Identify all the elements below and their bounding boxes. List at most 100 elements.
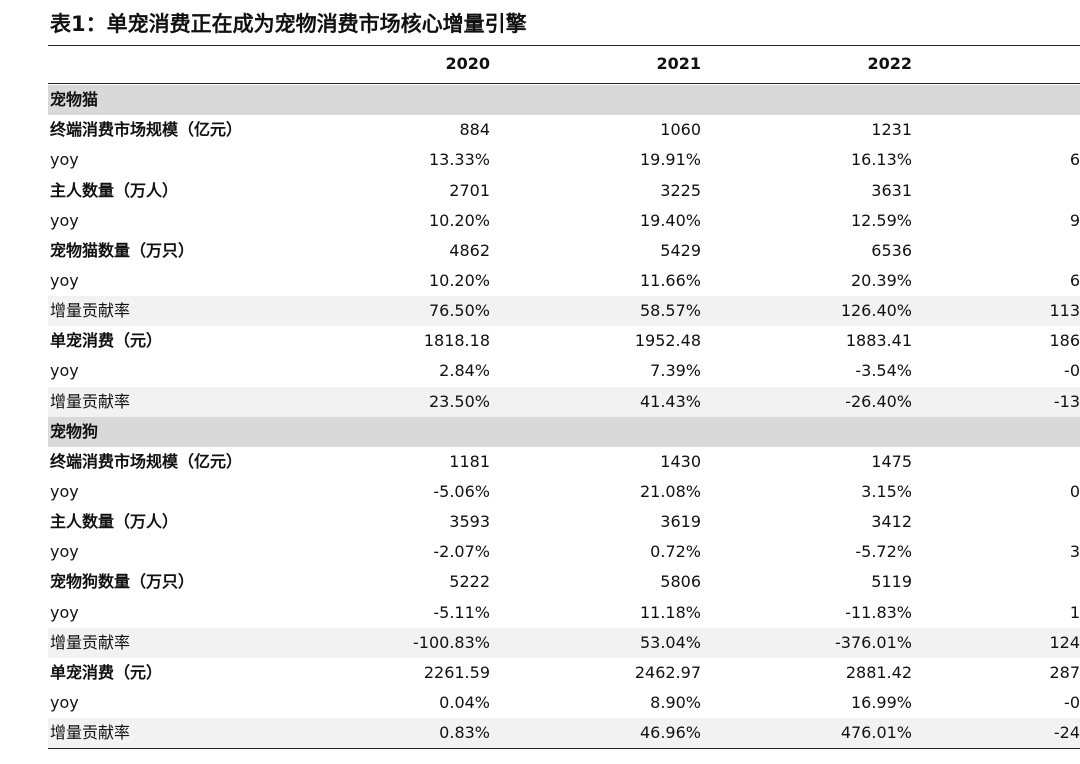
table-cell: -26.40%: [845, 391, 912, 411]
table-cell: 11.66%: [639, 270, 701, 290]
table-cell: -100.83%: [413, 632, 490, 652]
table-cell: 1475: [871, 451, 912, 471]
table-cell: 19.40%: [639, 210, 701, 230]
header-row: 2020 2021 2022: [48, 49, 1080, 79]
table-row: 宠物猫数量（万只） 4862 5429 6536: [48, 236, 1080, 266]
section-row: 宠物猫: [48, 85, 1080, 115]
table-cell: 6536: [871, 240, 912, 260]
table-row: 终端消费市场规模（亿元） 884 1060 1231: [48, 115, 1080, 145]
table-cell: 10.20%: [428, 210, 490, 230]
table-row: 增量贡献率 -100.83% 53.04% -376.01% 124: [48, 627, 1080, 658]
row-label: 终端消费市场规模（亿元）: [50, 451, 243, 471]
table-cell: 46.96%: [639, 723, 701, 743]
table-cell: -3.54%: [855, 361, 912, 381]
row-label: 增量贡献率: [50, 391, 131, 411]
table-cell: 12.59%: [850, 210, 912, 230]
table-row: 宠物狗数量（万只） 5222 5806 5119: [48, 567, 1080, 597]
row-label: yoy: [50, 481, 79, 501]
table-row: yoy -5.11% 11.18% -11.83% 1: [48, 598, 1080, 628]
table-cell: 58.57%: [639, 301, 701, 321]
row-label: yoy: [50, 693, 79, 712]
table-cell: -5.06%: [433, 481, 490, 501]
table-cell: -0: [1064, 361, 1080, 381]
table-cell: 3412: [871, 512, 912, 532]
table-cell: 76.50%: [428, 301, 490, 321]
table-cell: 16.13%: [850, 150, 912, 170]
table-row: yoy 10.20% 11.66% 20.39% 6: [48, 266, 1080, 296]
section-row: 宠物狗: [48, 416, 1080, 447]
row-label: yoy: [50, 542, 79, 562]
table-cell: 0: [1069, 481, 1080, 501]
table-cell: 287: [1049, 662, 1080, 682]
header-rule: [48, 83, 1080, 84]
table-cell: 113: [1049, 301, 1080, 321]
row-label: 增量贡献率: [50, 301, 131, 321]
table-cell: 3.15%: [861, 481, 912, 501]
row-label: 增量贡献率: [50, 723, 131, 743]
table-cell: 0.83%: [439, 723, 490, 743]
table-cell: -5.72%: [855, 542, 912, 562]
table-cell: 7.39%: [650, 361, 701, 381]
row-label: 单宠消费（元）: [50, 662, 163, 682]
table-cell: -376.01%: [835, 632, 912, 652]
table-row: 增量贡献率 0.83% 46.96% 476.01% -24: [48, 718, 1080, 749]
table-row: 终端消费市场规模（亿元） 1181 1430 1475: [48, 447, 1080, 477]
row-label: 主人数量（万人）: [50, 180, 179, 200]
table-cell: 0.72%: [650, 542, 701, 562]
header-cell: 2020: [445, 54, 490, 73]
row-label: 主人数量（万人）: [50, 512, 179, 532]
table-cell: 11.18%: [639, 602, 701, 622]
table-cell: -2.07%: [433, 542, 490, 562]
table-row: 单宠消费（元） 1818.18 1952.48 1883.41 186: [48, 326, 1080, 356]
header-cell: 2021: [656, 54, 701, 73]
row-label: yoy: [50, 361, 79, 381]
table-cell: 20.39%: [850, 270, 912, 290]
table-cell: 3225: [660, 180, 701, 200]
table-cell: 3631: [871, 180, 912, 200]
table-row: 主人数量（万人） 3593 3619 3412: [48, 507, 1080, 537]
table-row: yoy 2.84% 7.39% -3.54% -0: [48, 356, 1080, 386]
table-cell: 476.01%: [840, 723, 912, 743]
table-cell: -24: [1053, 723, 1080, 743]
table-cell: 1952.48: [634, 331, 701, 351]
table-row: yoy 0.04% 8.90% 16.99% -0: [48, 688, 1080, 718]
table-cell: 2462.97: [634, 662, 701, 682]
table-cell: 6: [1069, 270, 1080, 290]
table-cell: 5429: [660, 240, 701, 260]
table-cell: -5.11%: [433, 602, 490, 622]
row-label: yoy: [50, 270, 79, 290]
table-cell: 126.40%: [840, 301, 912, 321]
table-cell: 186: [1049, 331, 1080, 351]
table-cell: 9: [1069, 210, 1080, 230]
bottom-rule: [48, 748, 1080, 749]
table-cell: 3593: [449, 512, 490, 532]
table-cell: 23.50%: [428, 391, 490, 411]
table-cell: 5222: [449, 572, 490, 592]
table-cell: 6: [1069, 150, 1080, 170]
table-cell: 3619: [660, 512, 701, 532]
table-row: yoy -5.06% 21.08% 3.15% 0: [48, 477, 1080, 507]
table-cell: 1060: [660, 120, 701, 140]
table-cell: 21.08%: [639, 481, 701, 501]
row-label: 终端消费市场规模（亿元）: [50, 120, 243, 140]
table-row: yoy 13.33% 19.91% 16.13% 6: [48, 145, 1080, 175]
table-cell: 53.04%: [639, 632, 701, 652]
table-cell: 2.84%: [439, 361, 490, 381]
table-cell: -0: [1064, 693, 1080, 712]
table-cell: 10.20%: [428, 270, 490, 290]
table-cell: 1883.41: [845, 331, 912, 351]
table-cell: 16.99%: [850, 693, 912, 712]
row-label: yoy: [50, 150, 79, 170]
row-label: 单宠消费（元）: [50, 331, 163, 351]
table-cell: 1231: [871, 120, 912, 140]
table-cell: 41.43%: [639, 391, 701, 411]
table-cell: 2261.59: [423, 662, 490, 682]
table-cell: 0.04%: [439, 693, 490, 712]
section-title: 宠物狗: [50, 421, 99, 441]
table-cell: 13.33%: [428, 150, 490, 170]
row-label: 宠物狗数量（万只）: [50, 572, 195, 592]
table-title: 表1：单宠消费正在成为宠物消费市场核心增量引擎: [50, 12, 527, 36]
table-row: 单宠消费（元） 2261.59 2462.97 2881.42 287: [48, 658, 1080, 688]
table-cell: 1181: [449, 451, 490, 471]
